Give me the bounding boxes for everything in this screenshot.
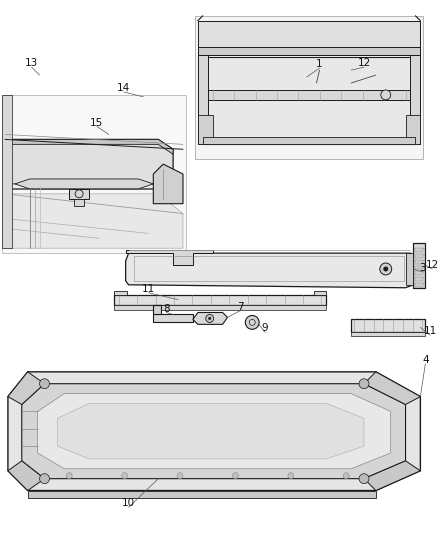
Polygon shape [364,461,420,490]
Polygon shape [10,174,173,189]
Polygon shape [114,295,326,304]
Polygon shape [10,140,173,154]
Circle shape [39,379,49,389]
Polygon shape [38,393,391,469]
Circle shape [249,319,255,325]
Polygon shape [413,243,425,288]
Polygon shape [198,21,420,55]
Circle shape [359,379,369,389]
Polygon shape [153,304,161,314]
Polygon shape [203,58,415,144]
Polygon shape [415,271,424,275]
Polygon shape [57,403,364,459]
Polygon shape [314,290,326,295]
Polygon shape [415,265,424,270]
Polygon shape [198,115,213,144]
Polygon shape [10,140,173,189]
Polygon shape [415,248,424,252]
Polygon shape [8,372,45,405]
Text: 12: 12 [357,58,371,68]
Polygon shape [126,253,413,288]
Polygon shape [8,372,420,490]
Polygon shape [153,314,193,322]
Polygon shape [8,461,45,490]
Circle shape [66,473,72,479]
Polygon shape [203,138,415,144]
Polygon shape [415,277,424,281]
Polygon shape [153,164,183,204]
Circle shape [288,473,294,479]
Text: 15: 15 [90,118,103,127]
Text: 4: 4 [422,355,429,365]
Polygon shape [351,332,425,336]
Polygon shape [208,90,410,100]
Polygon shape [74,199,84,206]
Polygon shape [114,304,326,310]
Text: 14: 14 [117,83,130,93]
Polygon shape [69,189,89,199]
Text: 3: 3 [419,263,426,273]
Polygon shape [114,290,127,295]
Circle shape [359,474,369,483]
Text: 9: 9 [262,324,268,333]
Text: 10: 10 [122,498,135,508]
Text: 8: 8 [163,303,170,313]
Circle shape [122,473,127,479]
Circle shape [383,266,388,271]
Text: 7: 7 [237,302,244,312]
Circle shape [75,190,83,198]
Polygon shape [415,260,424,264]
Circle shape [245,316,259,329]
Polygon shape [126,250,213,265]
Polygon shape [193,312,227,325]
Circle shape [233,473,238,479]
Polygon shape [15,179,153,189]
Circle shape [39,474,49,483]
Circle shape [381,90,391,100]
Circle shape [177,473,183,479]
Polygon shape [198,55,208,144]
Polygon shape [406,115,420,144]
Polygon shape [415,254,424,258]
Polygon shape [364,372,420,405]
Circle shape [208,317,211,320]
Polygon shape [22,384,406,479]
Text: 11: 11 [424,326,437,336]
Polygon shape [28,490,376,498]
Polygon shape [410,55,420,144]
Text: 13: 13 [25,58,38,68]
Polygon shape [406,253,413,285]
Text: 11: 11 [142,284,155,294]
Polygon shape [2,95,12,248]
Text: 12: 12 [426,260,438,270]
Polygon shape [198,47,420,55]
Circle shape [380,263,392,275]
Polygon shape [415,283,424,287]
Polygon shape [2,95,186,253]
Polygon shape [5,194,183,248]
Circle shape [206,314,214,322]
Polygon shape [195,16,424,159]
Circle shape [343,473,349,479]
Polygon shape [351,319,425,332]
Text: 1: 1 [316,59,323,69]
